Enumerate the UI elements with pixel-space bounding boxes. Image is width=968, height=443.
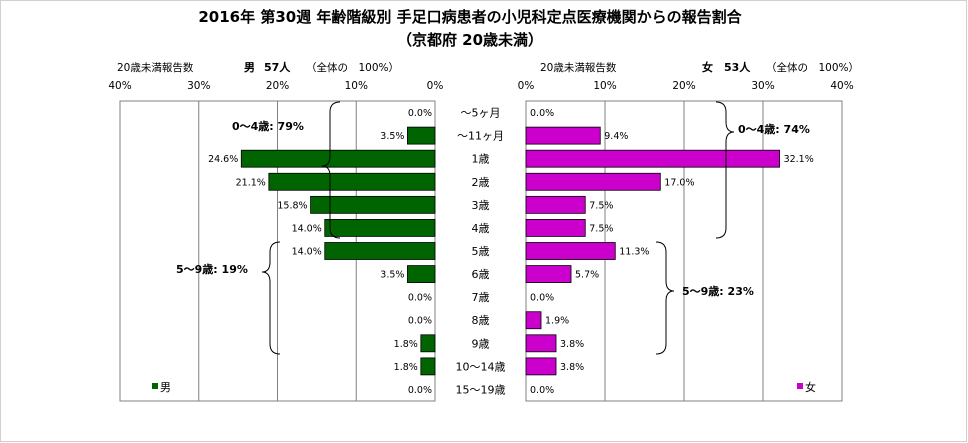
male-data-label: 1.8% xyxy=(394,339,418,350)
annotations: 0～4歳: 79% 5～9歳: 19% 0～4歳: 74% 5～9歳: 23% xyxy=(176,101,810,355)
female-bar xyxy=(525,219,586,237)
female-0-4-annotation: 0～4歳: 74% xyxy=(738,122,810,136)
male-5-9-annotation: 5～9歳: 19% xyxy=(176,262,248,276)
male-bar xyxy=(324,219,436,237)
male-x-tick-label: 20% xyxy=(266,80,289,92)
female-data-label: 5.7% xyxy=(575,270,599,281)
legend-male-swatch xyxy=(152,383,158,389)
legend-female-label: 女 xyxy=(805,380,816,394)
female-bar xyxy=(525,311,542,330)
female-5-9-annotation: 5～9歳: 23% xyxy=(682,284,754,298)
category-label: ～11ヶ月 xyxy=(457,130,504,143)
male-bar xyxy=(240,149,436,168)
male-data-label: 0.0% xyxy=(408,108,432,119)
chart-subtitle: （京都府 20歳未満） xyxy=(397,31,543,49)
female-data-label: 1.9% xyxy=(545,316,569,327)
male-bar xyxy=(420,357,436,376)
female-data-label: 3.8% xyxy=(560,362,584,373)
female-data-label: 0.0% xyxy=(530,108,554,119)
male-bar xyxy=(420,334,436,353)
male-data-label: 0.0% xyxy=(408,385,432,396)
female-x-tick-label: 10% xyxy=(593,80,616,92)
female-x-tick-label: 30% xyxy=(751,80,774,92)
right-note: （全体の 100%） xyxy=(766,61,859,74)
female-bar xyxy=(525,242,616,260)
male-x-tick-label: 30% xyxy=(187,80,210,92)
right-caption: 20歳未満報告数 xyxy=(540,61,617,74)
right-count: 53人 xyxy=(724,60,751,74)
male-bar xyxy=(407,126,436,145)
female-0-4-brace xyxy=(715,101,735,239)
male-x-tick-label: 10% xyxy=(345,80,368,92)
female-data-label: 17.0% xyxy=(664,177,694,188)
male-0-4-annotation: 0～4歳: 79% xyxy=(232,119,304,133)
male-x-tick-label: 0% xyxy=(427,80,444,92)
female-x-tick-label: 20% xyxy=(672,80,695,92)
female-data-label: 0.0% xyxy=(530,385,554,396)
category-label: 4歳 xyxy=(472,222,490,235)
female-data-label: 3.8% xyxy=(560,339,584,350)
male-0-4-brace xyxy=(321,101,341,239)
male-bar xyxy=(407,265,436,283)
category-label: 10～14歳 xyxy=(456,360,506,373)
left-caption: 20歳未満報告数 xyxy=(117,61,194,74)
category-label: 5歳 xyxy=(472,245,490,258)
female-bar xyxy=(525,195,586,214)
legend-male-label: 男 xyxy=(160,381,171,394)
male-data-label: 0.0% xyxy=(408,316,432,327)
female-data-label: 11.3% xyxy=(619,247,649,258)
female-bar xyxy=(525,357,557,376)
male-x-tick-label: 40% xyxy=(108,80,131,92)
male-data-label: 3.5% xyxy=(380,131,404,142)
male-bar xyxy=(268,172,436,191)
category-label: 2歳 xyxy=(472,176,490,189)
male-data-label: 21.1% xyxy=(236,177,266,188)
category-label: 1歳 xyxy=(472,153,490,166)
female-x-tick-label: 0% xyxy=(518,80,535,92)
female-data-label: 9.4% xyxy=(604,131,628,142)
category-label: 15～19歳 xyxy=(456,383,506,396)
female-5-9-brace xyxy=(655,241,675,355)
female-bar xyxy=(525,126,601,145)
category-label: 7歳 xyxy=(472,291,490,304)
legend-female-swatch xyxy=(797,383,803,389)
right-sex: 女 xyxy=(702,60,713,74)
category-label: 8歳 xyxy=(472,314,490,327)
female-bar xyxy=(525,172,661,191)
left-count: 57人 xyxy=(264,60,291,74)
male-data-label: 1.8% xyxy=(394,362,418,373)
left-note: （全体の 100%） xyxy=(306,61,399,74)
female-bar xyxy=(525,265,572,283)
male-5-9-brace xyxy=(261,241,281,355)
chart-title: 2016年 第30週 年齢階級別 手足口病患者の小児科定点医療機関からの報告割合 xyxy=(198,8,742,26)
male-data-label: 0.0% xyxy=(408,293,432,304)
category-label: 9歳 xyxy=(472,337,490,350)
male-data-label: 14.0% xyxy=(292,247,322,258)
female-data-label: 0.0% xyxy=(530,293,554,304)
male-data-label: 15.8% xyxy=(277,200,307,211)
category-label: 6歳 xyxy=(472,268,490,281)
female-data-label: 32.1% xyxy=(784,154,814,165)
female-data-label: 7.5% xyxy=(589,200,613,211)
female-x-tick-label: 40% xyxy=(830,80,853,92)
male-data-label: 3.5% xyxy=(380,270,404,281)
male-bar xyxy=(310,195,436,214)
left-sex: 男 xyxy=(244,61,255,74)
male-bar xyxy=(324,242,436,260)
male-data-label: 14.0% xyxy=(292,223,322,234)
female-data-label: 7.5% xyxy=(589,223,613,234)
female-bar xyxy=(525,334,557,353)
category-label: 3歳 xyxy=(472,199,490,212)
male-data-label: 24.6% xyxy=(208,154,238,165)
female-bar xyxy=(525,149,780,168)
category-label: ～5ヶ月 xyxy=(461,107,501,120)
